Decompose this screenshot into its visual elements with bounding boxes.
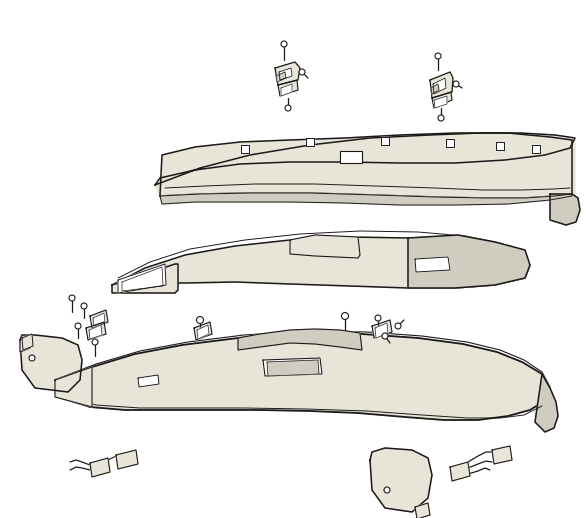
Polygon shape [263,358,322,376]
Polygon shape [116,450,138,469]
Polygon shape [197,325,209,339]
Polygon shape [20,336,30,352]
Polygon shape [375,323,388,338]
Circle shape [435,53,441,59]
Polygon shape [408,235,530,288]
Polygon shape [550,194,580,225]
Polygon shape [155,133,575,185]
Polygon shape [276,72,286,82]
Circle shape [196,316,203,324]
Polygon shape [532,145,540,153]
Polygon shape [86,322,106,340]
Circle shape [299,69,305,75]
Polygon shape [370,448,432,512]
Polygon shape [118,264,166,293]
Polygon shape [275,62,300,85]
Circle shape [75,323,81,329]
Polygon shape [381,137,389,145]
Circle shape [382,333,388,339]
Polygon shape [432,92,452,108]
Polygon shape [372,320,392,338]
Polygon shape [431,84,439,94]
Circle shape [92,339,98,345]
Polygon shape [238,329,362,350]
Polygon shape [20,335,82,392]
Polygon shape [281,84,292,96]
Polygon shape [55,367,92,407]
Polygon shape [93,313,105,326]
Circle shape [285,105,291,111]
Polygon shape [194,322,212,340]
Polygon shape [267,360,319,376]
Circle shape [69,295,75,301]
Circle shape [453,81,459,87]
Polygon shape [89,325,102,339]
Circle shape [395,323,401,329]
Polygon shape [290,235,360,258]
Polygon shape [415,257,450,272]
Polygon shape [278,80,298,96]
Polygon shape [450,462,470,481]
Circle shape [342,312,349,320]
Polygon shape [306,138,314,146]
Polygon shape [55,333,550,420]
Polygon shape [160,133,572,198]
Polygon shape [492,446,512,464]
Polygon shape [415,503,430,518]
Polygon shape [496,142,504,150]
Polygon shape [138,375,159,387]
Circle shape [281,41,287,47]
Circle shape [29,355,35,361]
Circle shape [375,315,381,321]
Polygon shape [430,72,453,98]
Polygon shape [112,237,530,288]
Polygon shape [279,68,292,80]
Polygon shape [160,193,572,205]
Polygon shape [90,310,108,328]
Polygon shape [241,145,249,153]
Polygon shape [90,458,110,477]
Polygon shape [433,78,446,94]
Polygon shape [446,139,454,147]
Polygon shape [535,374,558,432]
Polygon shape [155,133,575,198]
Circle shape [384,487,390,493]
Circle shape [81,303,87,309]
Circle shape [438,115,444,121]
Polygon shape [22,334,33,350]
Bar [340,151,362,163]
Polygon shape [112,264,178,293]
Polygon shape [434,96,447,108]
